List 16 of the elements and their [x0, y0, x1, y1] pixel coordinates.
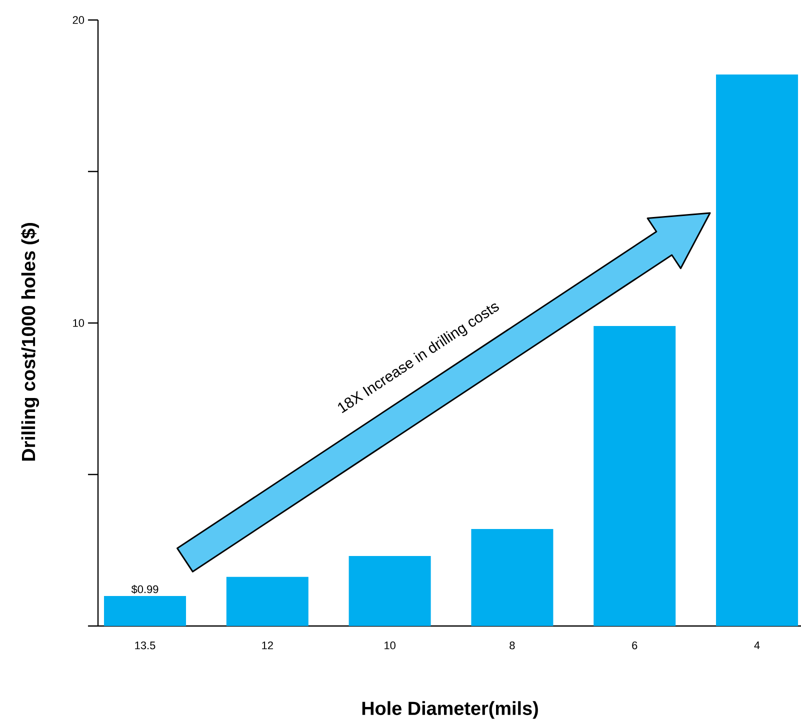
bar	[348, 556, 431, 626]
x-tick-label: 12	[262, 642, 273, 650]
bar	[226, 576, 308, 626]
bar	[716, 74, 798, 626]
x-tick-label: 10	[384, 642, 396, 650]
bar	[594, 326, 676, 626]
x-tick-label: 8	[510, 642, 515, 650]
x-tick-label: 13.5	[135, 642, 156, 650]
x-tick-label: 4	[754, 642, 760, 650]
y-tick-label: 20	[72, 16, 84, 24]
data-label: $0.99	[131, 584, 158, 594]
y-axis-title: Drilling cost/1000 holes ($)	[20, 223, 40, 461]
x-tick-label: 6	[632, 642, 638, 650]
x-axis-title: Hole Diameter(mils)	[362, 701, 538, 719]
bar	[104, 596, 186, 626]
bar	[471, 529, 554, 626]
